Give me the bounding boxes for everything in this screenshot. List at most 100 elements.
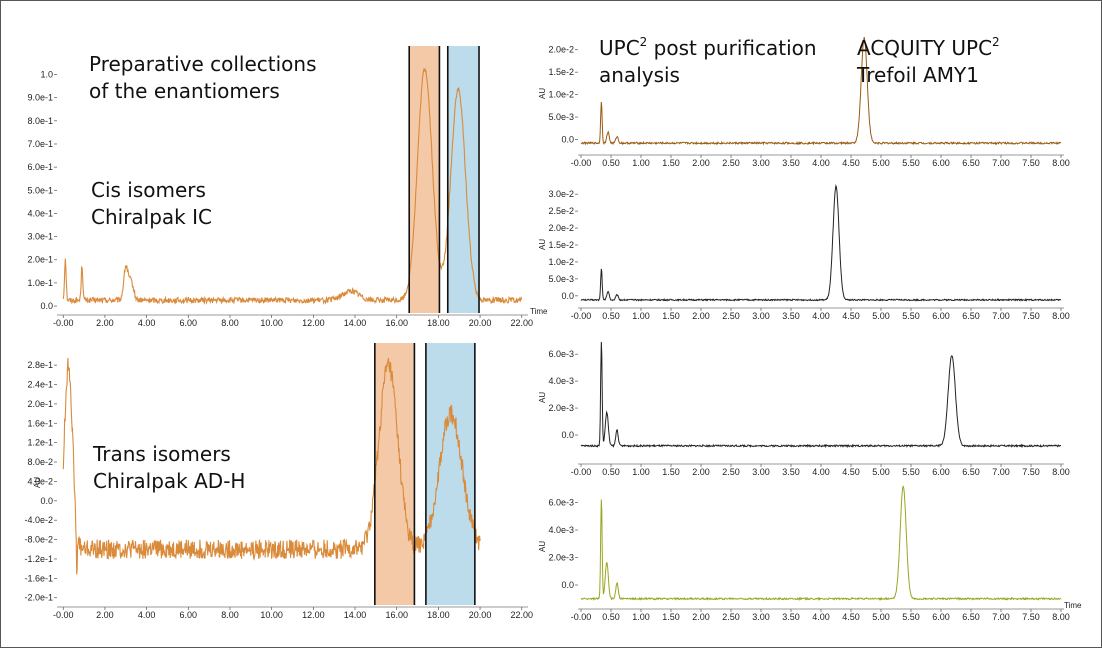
x-tick-label: 8.00 xyxy=(1052,158,1070,168)
collection-band-1 xyxy=(409,46,440,313)
x-tick-label: 12.00 xyxy=(302,318,325,328)
x-tick-label: 8.00 xyxy=(221,610,239,620)
y-tick-label: 2.0e-3 xyxy=(548,403,574,413)
y-axis-label: AU xyxy=(538,392,547,403)
x-tick-label: 4.50 xyxy=(842,158,860,168)
x-tick-label: 2.00 xyxy=(96,318,114,328)
x-tick-label: 20.00 xyxy=(469,318,492,328)
annotation-acquity-line2: Trefoil AMY1 xyxy=(856,63,979,87)
x-tick-label: 6.00 xyxy=(180,318,198,328)
x-tick-label: 1.50 xyxy=(662,467,680,477)
x-tick-label: 5.00 xyxy=(872,467,890,477)
y-tick-label: 9.0e-1 xyxy=(27,93,53,103)
x-tick-label: 8.00 xyxy=(1052,311,1070,321)
x-tick-label: 5.00 xyxy=(872,612,890,622)
x-tick-label: 4.00 xyxy=(812,311,830,321)
y-tick-label: 1.0e-1 xyxy=(27,278,53,288)
y-tick-label: 3.0e-2 xyxy=(548,189,574,199)
x-tick-label: 2.00 xyxy=(692,612,710,622)
x-tick-label: 16.00 xyxy=(385,318,408,328)
x-tick-label: -0.00 xyxy=(571,612,592,622)
x-tick-label: 7.00 xyxy=(992,612,1010,622)
x-axis-label: Time xyxy=(530,307,548,316)
x-tick-label: 6.50 xyxy=(962,158,980,168)
y-tick-label: 1.0e-2 xyxy=(548,90,574,100)
annotation-trans-line1: Trans isomers xyxy=(92,442,231,466)
x-tick-label: 3.00 xyxy=(752,158,770,168)
x-tick-label: 14.00 xyxy=(344,610,367,620)
x-tick-label: 0.50 xyxy=(602,467,620,477)
y-tick-label: 6.0e-3 xyxy=(548,498,574,508)
y-tick-label: -8.0e-2 xyxy=(24,535,53,545)
x-tick-label: 6.50 xyxy=(962,467,980,477)
x-tick-label: 1.50 xyxy=(662,158,680,168)
y-tick-label: 3.0e-1 xyxy=(27,232,53,242)
y-axis-label: AU xyxy=(538,541,547,552)
y-tick-label: 0.0 xyxy=(40,301,53,311)
y-tick-label: 1.0 xyxy=(40,70,53,80)
y-tick-label: 2.5e-2 xyxy=(548,206,574,216)
x-tick-label: 2.50 xyxy=(722,612,740,622)
panel-trans-preparative: -0.00 2.00 4.00 6.00 8.00 10.00 12.00 14.00 16.0… xyxy=(24,343,533,620)
y-tick-label: 1.0e-2 xyxy=(548,257,574,267)
y-tick-label: 0.0 xyxy=(40,496,53,506)
x-tick-label: 4.50 xyxy=(842,311,860,321)
x-tick-label: 3.00 xyxy=(752,311,770,321)
y-tick-label: 4.0e-3 xyxy=(548,525,574,535)
y-tick-label: 2.0e-2 xyxy=(548,45,574,55)
x-tick-label: 22.00 xyxy=(510,318,533,328)
x-tick-label: -0.00 xyxy=(53,610,74,620)
y-tick-label: 2.0e-1 xyxy=(27,399,53,409)
trace-cis-preparative xyxy=(62,67,523,305)
x-tick-label: 2.00 xyxy=(692,311,710,321)
trace-upc2-analysis-1 xyxy=(580,37,1062,146)
panel-upc2-analysis-3: -0.00 0.50 1.00 1.50 2.00 2.50 3.00 3.50 4.00 4.5… xyxy=(538,341,1070,477)
y-tick-label: 0.0 xyxy=(561,580,574,590)
x-tick-label: 2.50 xyxy=(722,311,740,321)
x-tick-label: 6.00 xyxy=(932,612,950,622)
x-tick-label: 5.00 xyxy=(872,158,890,168)
x-tick-label: 20.00 xyxy=(469,610,492,620)
x-tick-label: 6.50 xyxy=(962,612,980,622)
x-tick-label: 7.00 xyxy=(992,158,1010,168)
y-tick-label: 2.0e-1 xyxy=(27,255,53,265)
collection-band-2 xyxy=(425,343,475,605)
y-axis-label: AU xyxy=(33,477,42,488)
y-tick-label: 8.0e-2 xyxy=(27,457,53,467)
x-tick-label: 10.00 xyxy=(260,610,283,620)
x-tick-label: 4.00 xyxy=(138,610,156,620)
y-tick-label: 5.0e-3 xyxy=(548,274,574,284)
x-tick-label: 6.00 xyxy=(180,610,198,620)
collection-band-1 xyxy=(374,343,415,605)
y-tick-label: 0.0 xyxy=(561,291,574,301)
y-tick-label: 6.0e-3 xyxy=(548,349,574,359)
trace-upc2-analysis-4 xyxy=(580,484,1062,601)
y-tick-label: 4.0e-3 xyxy=(548,376,574,386)
annotation-preparative-line2: of the enantiomers xyxy=(89,79,280,103)
x-tick-label: 2.50 xyxy=(722,158,740,168)
y-tick-label: 2.8e-1 xyxy=(27,360,53,370)
x-tick-label: 1.00 xyxy=(632,311,650,321)
y-tick-label: 6.0e-1 xyxy=(27,162,53,172)
x-tick-label: 7.00 xyxy=(992,311,1010,321)
y-tick-label: 2.4e-1 xyxy=(27,380,53,390)
y-tick-label: 1.5e-2 xyxy=(548,240,574,250)
annotation-acquity-line1: ACQUITY UPC2 xyxy=(857,35,1000,60)
x-tick-label: 5.00 xyxy=(872,311,890,321)
x-tick-label: 7.50 xyxy=(1022,612,1040,622)
x-tick-label: 5.50 xyxy=(902,158,920,168)
x-tick-label: 2.50 xyxy=(722,467,740,477)
x-tick-label: 18.00 xyxy=(427,318,450,328)
trace-trans-preparative xyxy=(62,357,481,575)
x-tick-label: 6.50 xyxy=(962,311,980,321)
y-tick-label: 1.6e-1 xyxy=(27,418,53,428)
x-tick-label: 0.50 xyxy=(602,158,620,168)
x-tick-label: 2.00 xyxy=(692,467,710,477)
x-tick-label: 3.50 xyxy=(782,612,800,622)
trace-upc2-analysis-3 xyxy=(580,341,1061,449)
x-tick-label: 7.50 xyxy=(1022,158,1040,168)
x-tick-label: -0.00 xyxy=(571,158,592,168)
x-tick-label: 3.50 xyxy=(782,311,800,321)
x-tick-label: 16.00 xyxy=(385,610,408,620)
x-tick-label: 12.00 xyxy=(302,610,325,620)
